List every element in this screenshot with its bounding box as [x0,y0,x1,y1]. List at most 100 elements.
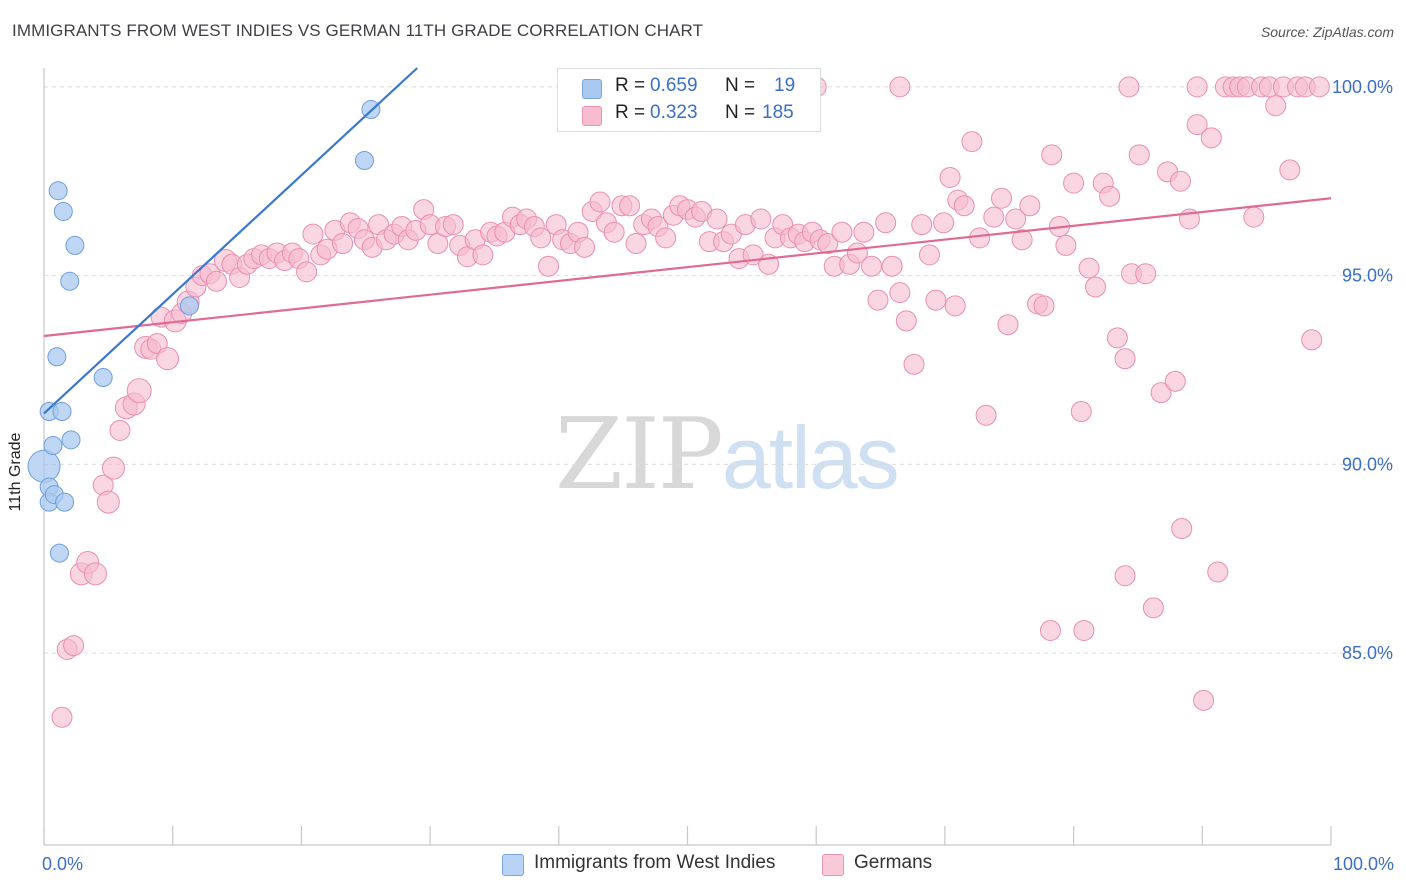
point-germans [109,419,131,441]
point-germans [1114,348,1136,370]
stats-n-label: N = [725,75,756,96]
point-germans [861,255,883,277]
point-west-indies [43,436,63,455]
point-germans [1171,518,1193,540]
stats-n-label: N = [725,102,756,123]
point-germans [975,404,997,426]
data-points [27,76,1330,728]
point-west-indies [354,150,374,170]
point-germans [1150,382,1172,404]
point-germans [961,131,983,153]
y-tick-label: 95.0% [1342,266,1393,286]
point-germans [472,244,494,266]
point-west-indies [93,368,113,388]
point-germans [156,347,180,371]
point-west-indies [61,430,81,450]
point-germans [1099,185,1121,207]
point-germans [918,244,940,266]
legend-swatch-germans [822,854,844,876]
chart-source: Source: ZipAtlas.com [1260,24,1394,40]
point-germans [1084,276,1106,298]
stats-r-value: 0.323 [650,102,698,123]
point-germans [991,187,1013,209]
point-west-indies [60,271,80,291]
point-germans [1114,565,1136,587]
point-germans [574,236,596,258]
y-tick-label: 100.0% [1332,77,1393,97]
point-germans [619,195,641,217]
point-germans [831,221,853,243]
point-germans [1055,234,1077,256]
point-germans [1106,327,1128,349]
point-germans [1265,95,1287,117]
legend-label-germans: Germans [854,852,933,873]
point-germans [538,255,560,277]
stats-r-label: R = [615,102,646,123]
point-germans [983,206,1005,228]
point-germans [853,221,875,243]
y-tick-label: 90.0% [1342,454,1393,474]
stats-row-germans: R = 0.323 N = 185 [558,102,820,128]
point-west-indies [179,296,199,316]
point-germans [817,233,839,255]
point-germans [1005,208,1027,230]
stats-row-west-indies: R = 0.659 N = 19 [558,75,820,101]
point-germans [953,195,975,217]
point-germans [903,353,925,375]
point-germans [875,212,897,234]
point-west-indies [53,201,73,221]
point-germans [1011,229,1033,251]
point-germans [881,255,903,277]
point-germans [939,166,961,188]
stats-swatch-west-indies [582,79,602,99]
point-germans [1279,159,1301,181]
trend-line-germans [43,197,1332,338]
stats-swatch-germans [582,106,602,126]
trend-line-west-indies [43,67,418,415]
point-germans [625,233,647,255]
point-germans [1164,370,1186,392]
point-germans [1063,172,1085,194]
point-germans [1078,257,1100,279]
point-germans [1193,689,1215,711]
point-germans [1128,144,1150,166]
stats-n-value: 185 [762,102,794,123]
point-germans [750,208,772,230]
point-germans [296,261,318,283]
point-germans [1135,263,1157,285]
point-germans [442,214,464,236]
point-germans [603,221,625,243]
stats-n-value: 19 [774,75,796,96]
y-tick-label: 85.0% [1342,643,1393,663]
x-tick-label: 0.0% [42,854,83,874]
tick-labels: 100.0% 95.0% 90.0% 85.0% 0.0% 100.0% [42,77,1394,874]
trend-lines [43,67,1332,415]
point-germans [1308,76,1330,98]
point-germans [1118,76,1140,98]
point-germans [1033,295,1055,317]
point-west-indies [55,492,75,512]
point-germans [302,223,324,245]
point-west-indies [65,235,85,255]
point-germans [944,295,966,317]
point-germans [925,289,947,311]
grid-lines [44,86,1395,654]
point-germans [997,314,1019,336]
point-germans [1301,329,1323,351]
point-germans [126,378,152,404]
point-germans [969,227,991,249]
x-tick-label: 100.0% [1333,854,1394,874]
point-germans [867,289,889,311]
point-germans [1073,619,1095,641]
point-germans [589,191,611,213]
point-germans [655,227,677,249]
point-germans [1200,127,1222,149]
point-germans [1041,144,1063,166]
point-germans [933,212,955,234]
point-germans [83,562,107,586]
chart-title: IMMIGRANTS FROM WEST INDIES VS GERMAN 11… [12,21,704,40]
point-germans [205,270,227,292]
point-germans [706,208,728,230]
point-germans [530,227,552,249]
